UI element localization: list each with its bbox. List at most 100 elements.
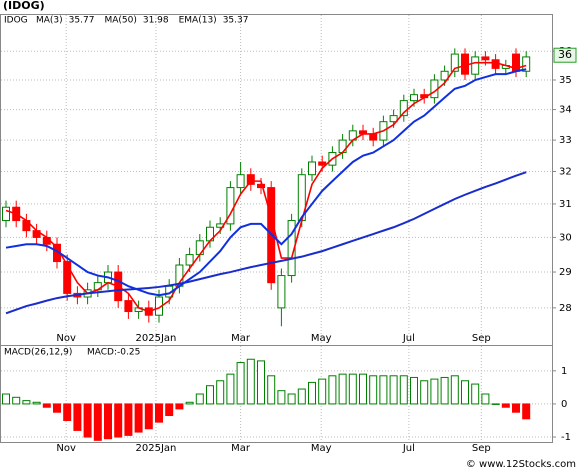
y-tick-label: 30 <box>559 232 572 243</box>
macd-bar <box>83 403 92 438</box>
legend-value: 35.37 <box>223 16 249 26</box>
x-tick-label: Sep <box>472 333 491 344</box>
macd-bar <box>226 373 235 405</box>
candle-body <box>471 56 480 75</box>
y-tick-label: 28 <box>559 303 572 314</box>
candle-body <box>369 133 378 141</box>
candle-body <box>308 161 316 176</box>
candle-body <box>450 53 459 72</box>
y-tick-label: -1 <box>561 432 571 443</box>
candle-body <box>440 70 449 81</box>
chart-title: (IDOG) <box>3 0 45 12</box>
macd-bar <box>512 403 520 413</box>
last-price-label: 36 <box>558 48 572 61</box>
macd-bar <box>73 403 82 431</box>
candle-body <box>63 261 72 294</box>
y-tick-label: 1 <box>561 366 567 377</box>
x-tick-label: Sep <box>472 443 491 454</box>
candle-body <box>185 254 194 266</box>
y-tick-label: 33 <box>559 135 572 146</box>
macd-bar <box>114 403 123 438</box>
macd-bar <box>236 362 245 405</box>
legend-value: 31.98 <box>143 16 169 26</box>
macd-bar <box>165 403 174 417</box>
x-tick-label: Jul <box>402 333 415 344</box>
macd-bar <box>104 403 112 440</box>
y-tick-label: 32 <box>559 167 572 178</box>
macd-bar <box>124 403 133 436</box>
macd-bar <box>175 403 184 410</box>
macd-bar <box>389 375 398 405</box>
candle-body <box>522 56 531 72</box>
macd-bar <box>93 403 102 441</box>
macd-bar <box>359 373 367 405</box>
x-tick-label: May <box>311 443 332 454</box>
candle-body <box>257 183 265 189</box>
macd-bar <box>461 380 469 405</box>
macd-bar <box>450 375 459 405</box>
price-frame <box>0 14 553 346</box>
candle-body <box>124 300 133 313</box>
macd-frame <box>0 345 553 443</box>
macd-bar <box>308 381 316 405</box>
macd-bar <box>287 393 296 405</box>
macd-bar <box>440 376 449 405</box>
x-tick-label: Mar <box>231 333 251 344</box>
x-tick-label: 2025Jan <box>136 443 177 454</box>
macd-bar <box>338 373 347 405</box>
macd-bar <box>430 378 439 405</box>
candle-body <box>246 174 255 185</box>
macd-bar <box>12 396 21 405</box>
legend-name: EMA(13) <box>179 16 217 26</box>
ma-line <box>5 68 527 297</box>
macd-bar <box>420 380 429 405</box>
macd-bar <box>195 393 204 405</box>
macd-bar <box>501 403 510 408</box>
ma-line <box>5 171 527 315</box>
x-tick-label: 2025Jan <box>136 333 177 344</box>
ma-line <box>5 61 527 313</box>
macd-bar <box>297 388 306 405</box>
y-tick-label: 35 <box>559 75 572 86</box>
macd-bar <box>522 403 531 420</box>
macd-bar <box>379 375 388 405</box>
macd-bar <box>277 390 286 405</box>
footer: © www.12Stocks.com <box>466 459 576 470</box>
candle-body <box>410 94 418 102</box>
candle-body <box>2 206 10 222</box>
macd-bar <box>328 375 337 405</box>
candle-body <box>481 56 490 61</box>
macd-bar <box>22 400 31 405</box>
candle-body <box>399 100 408 117</box>
macd-bar <box>399 375 408 405</box>
y-tick-label: 34 <box>559 105 572 116</box>
y-tick-label: 31 <box>559 199 572 210</box>
macd-bar <box>63 403 72 421</box>
candle-body <box>277 275 286 309</box>
x-tick-label: Jul <box>402 443 415 454</box>
macd-bar <box>348 373 357 405</box>
macd-bar <box>53 403 61 413</box>
y-tick-label: 29 <box>559 267 572 278</box>
macd-legend: MACD:-0.25 <box>87 348 140 358</box>
macd-bar <box>369 375 378 405</box>
macd-bar <box>134 403 143 433</box>
macd-bar <box>257 360 265 405</box>
macd-bar <box>246 358 255 405</box>
legend-value: 35.77 <box>69 16 95 26</box>
legend-name: MA(3) <box>36 16 63 26</box>
macd-bar <box>216 380 225 405</box>
x-tick-label: Nov <box>56 443 76 454</box>
macd-bar <box>144 403 153 430</box>
macd-bar <box>206 385 214 405</box>
x-tick-label: Nov <box>56 333 76 344</box>
legend-ticker: IDOG <box>4 16 28 26</box>
macd-bar <box>267 375 276 405</box>
macd-title: MACD(26,12,9) <box>4 348 72 358</box>
candle-body <box>236 174 245 189</box>
macd-bar <box>471 383 480 405</box>
legend-name: MA(50) <box>104 16 136 26</box>
macd-bar <box>185 401 194 405</box>
macd-bar <box>155 403 163 423</box>
